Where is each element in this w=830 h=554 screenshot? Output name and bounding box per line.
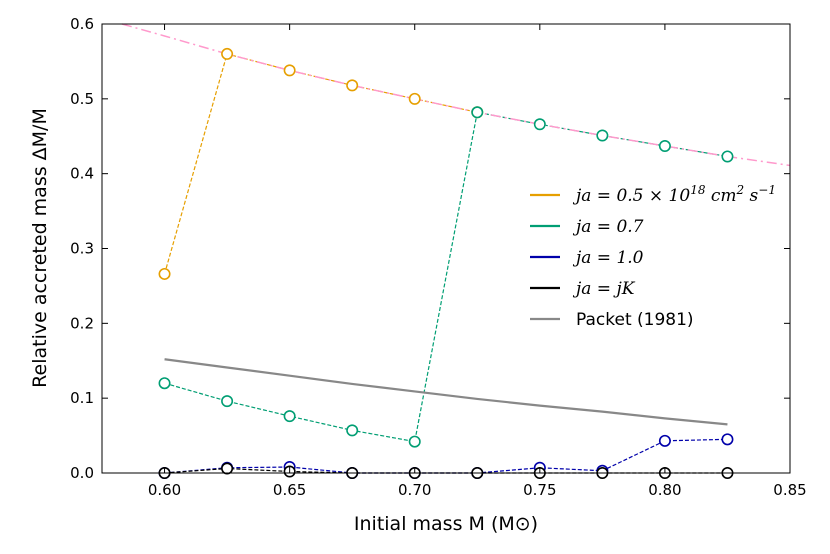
- x-tick-label: 0.80: [648, 481, 681, 499]
- legend-label-1: ja = 0.7: [572, 217, 644, 237]
- x-tick-label: 0.60: [148, 481, 181, 499]
- series-1-point-3: [346, 424, 359, 437]
- series-0-point-3: [346, 79, 359, 92]
- y-tick-label: 0.3: [70, 240, 94, 258]
- x-tick-label: 0.75: [523, 481, 556, 499]
- series-line-4: [164, 358, 728, 426]
- y-axis-label: Relative accreted mass ΔM/M: [29, 108, 51, 388]
- series-0-point-1: [221, 47, 234, 60]
- series-line-3: [164, 467, 728, 474]
- series-1-point-1: [221, 395, 234, 408]
- y-tick-label: 0.1: [70, 389, 94, 407]
- legend-label-2: ja = 1.0: [572, 248, 644, 268]
- series-1-point-7: [596, 129, 609, 142]
- series-layer: [121, 23, 791, 479]
- plot-frame: [101, 23, 791, 474]
- y-axis-ticks: 0.0 0.1 0.2 0.3 0.4 0.5 0.6: [70, 15, 790, 482]
- series-3-point-1: [221, 462, 234, 475]
- y-tick-label: 0.2: [70, 314, 94, 332]
- series-0-point-2: [283, 64, 296, 77]
- x-tick-label: 0.65: [273, 481, 306, 499]
- legend-label-4: Packet (1981): [576, 310, 694, 330]
- series-2-point-9: [721, 433, 734, 446]
- series-1-point-6: [533, 118, 546, 131]
- legend: ja = 0.5 × 1018 cm2 s−1 ja = 0.7 ja = 1.0 j…: [530, 183, 776, 330]
- legend-label-3: ja = jK: [572, 279, 636, 299]
- y-tick-label: 0.0: [70, 464, 94, 482]
- series-1-point-9: [721, 150, 734, 163]
- series-1-point-0: [158, 377, 171, 390]
- series-0-point-0: [158, 267, 171, 280]
- x-tick-label: 0.85: [773, 481, 806, 499]
- series-1-point-5: [471, 106, 484, 119]
- y-tick-label: 0.5: [70, 90, 94, 108]
- x-tick-label: 0.70: [398, 481, 431, 499]
- series-1-point-2: [283, 410, 296, 423]
- y-tick-label: 0.6: [70, 15, 94, 33]
- series-1-point-8: [658, 139, 671, 152]
- y-tick-label: 0.4: [70, 165, 94, 183]
- series-0-point-4: [408, 92, 421, 105]
- series-line-5: [121, 23, 791, 167]
- x-axis-ticks: 0.60 0.65 0.70 0.75 0.80 0.85: [148, 24, 807, 499]
- series-1-point-4: [408, 435, 421, 448]
- series-line-2: [164, 438, 728, 474]
- series-2-point-8: [658, 434, 671, 447]
- legend-label-0: ja = 0.5 × 1018 cm2 s−1: [572, 183, 776, 206]
- x-axis-label: Initial mass M (M⊙): [354, 513, 538, 535]
- series-line-0: [163, 53, 478, 275]
- series-line-1: [164, 111, 728, 443]
